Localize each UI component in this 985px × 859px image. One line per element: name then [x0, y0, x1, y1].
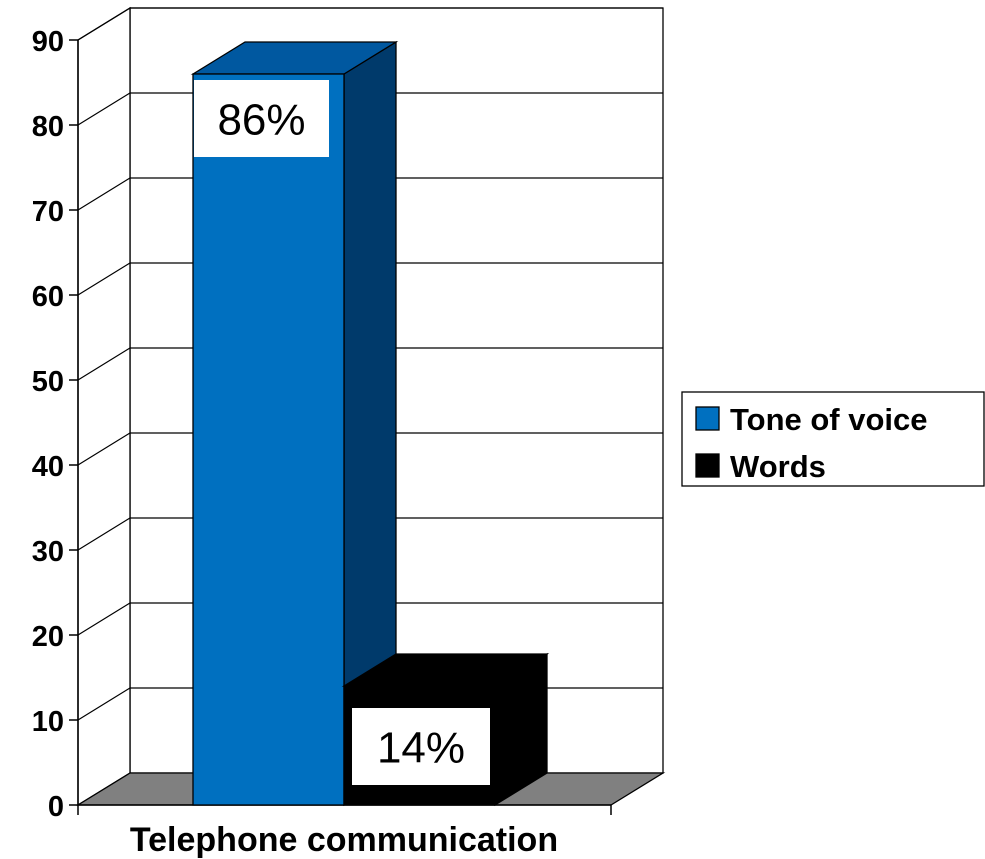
y-tick-label: 10 [32, 706, 64, 738]
bars [190, 40, 550, 807]
bar-tone-of-voice [190, 40, 399, 807]
y-tick-label: 0 [48, 791, 64, 823]
legend-box [681, 391, 985, 487]
gridline [77, 7, 663, 41]
x-category-label: Telephone communication [130, 821, 558, 859]
data-label-box [194, 80, 329, 157]
gridline [77, 92, 663, 126]
gridline [77, 262, 663, 296]
data-labels: 86% 14% [194, 80, 490, 785]
data-label: 86% [217, 96, 305, 145]
y-tick-label: 70 [32, 196, 64, 228]
y-tick-label: 90 [32, 26, 64, 58]
y-tick-label: 30 [32, 536, 64, 568]
side-wall [77, 6, 131, 807]
legend-swatch [695, 406, 720, 431]
data-label: 14% [377, 724, 465, 773]
y-axis: 0 10 20 30 40 50 60 70 80 90 [32, 26, 612, 823]
legend-label: Words [730, 449, 826, 484]
y-tick-label: 80 [32, 111, 64, 143]
y-tick-label: 50 [32, 366, 64, 398]
gridline [77, 347, 663, 381]
gridlines [77, 7, 663, 721]
y-tick-label: 60 [32, 281, 64, 313]
legend: Tone of voice Words [681, 391, 985, 487]
gridline [77, 177, 663, 211]
data-label-box [352, 708, 490, 785]
gridline [77, 432, 663, 466]
y-tick-label: 40 [32, 451, 64, 483]
legend-label: Tone of voice [730, 402, 928, 437]
y-tick-label: 20 [32, 621, 64, 653]
gridline [77, 602, 663, 636]
legend-swatch [695, 453, 720, 478]
bar-front [192, 73, 345, 806]
gridline [77, 517, 663, 551]
